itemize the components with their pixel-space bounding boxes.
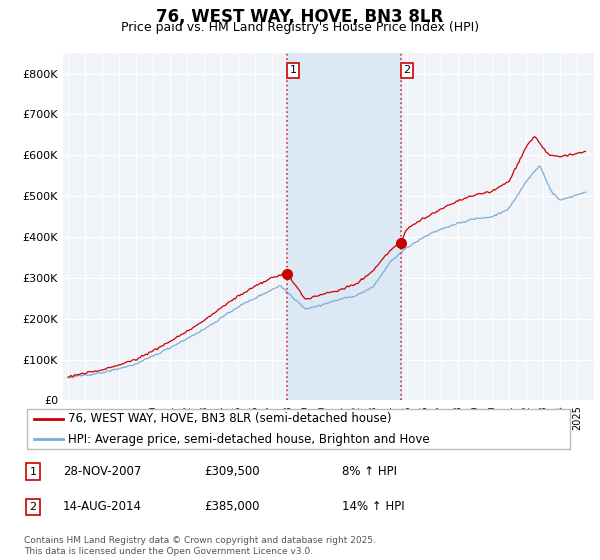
Text: 1: 1 [290, 66, 296, 76]
Text: £309,500: £309,500 [204, 465, 260, 478]
Text: 2: 2 [29, 502, 37, 512]
Text: Contains HM Land Registry data © Crown copyright and database right 2025.
This d: Contains HM Land Registry data © Crown c… [24, 536, 376, 556]
Text: 1: 1 [29, 466, 37, 477]
Text: 14-AUG-2014: 14-AUG-2014 [63, 500, 142, 514]
Text: 28-NOV-2007: 28-NOV-2007 [63, 465, 142, 478]
Text: 2: 2 [403, 66, 410, 76]
Text: £385,000: £385,000 [204, 500, 260, 514]
Text: 8% ↑ HPI: 8% ↑ HPI [342, 465, 397, 478]
Bar [287, 53, 401, 400]
Text: 76, WEST WAY, HOVE, BN3 8LR: 76, WEST WAY, HOVE, BN3 8LR [157, 8, 443, 26]
Text: HPI: Average price, semi-detached house, Brighton and Hove: HPI: Average price, semi-detached house,… [68, 432, 430, 446]
Text: 76, WEST WAY, HOVE, BN3 8LR (semi-detached house): 76, WEST WAY, HOVE, BN3 8LR (semi-detach… [68, 412, 392, 426]
Text: 14% ↑ HPI: 14% ↑ HPI [342, 500, 404, 514]
Text: Price paid vs. HM Land Registry's House Price Index (HPI): Price paid vs. HM Land Registry's House … [121, 21, 479, 34]
FancyBboxPatch shape [27, 409, 571, 449]
